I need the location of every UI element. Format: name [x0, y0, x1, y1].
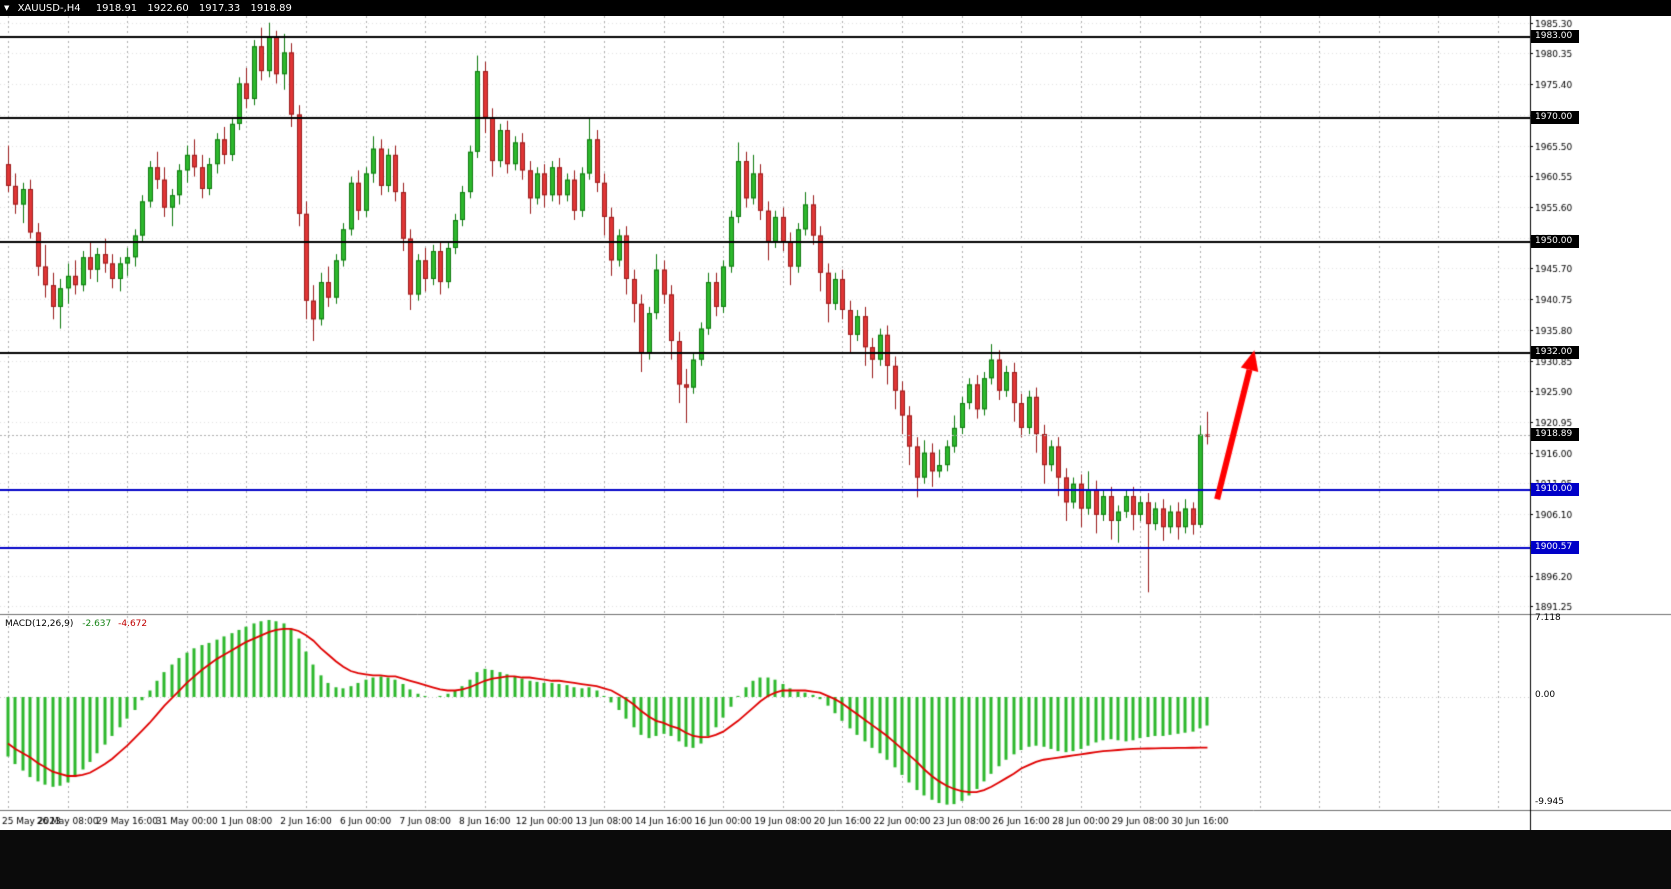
- ohlc-high-value: 1922.60: [147, 3, 189, 14]
- ohlc-open-value: 1918.91: [95, 3, 138, 14]
- macd-name-label: MACD(12,26,9): [5, 619, 74, 629]
- price-level-badge: 1900.57: [1531, 541, 1579, 555]
- bottom-filler-strip: [0, 830, 1671, 889]
- macd-scale-zero-label: 0.00: [1535, 690, 1556, 700]
- macd-main-value: -2.637: [82, 619, 112, 629]
- symbol-dropdown-icon[interactable]: ▼: [4, 4, 10, 12]
- current-price-badge: 1918.89: [1531, 427, 1579, 441]
- price-level-badge: 1983.00: [1531, 29, 1579, 43]
- macd-scale-max-label: 7.118: [1535, 613, 1561, 623]
- ohlc-close-value: 1918.89: [250, 3, 292, 14]
- macd-scale-min-label: -9.945: [1535, 797, 1565, 807]
- macd-indicator-label: MACD(12,26,9) -2.637 -4.672: [5, 619, 147, 629]
- ohlc-low-value: 1917.33: [198, 3, 241, 14]
- macd-signal-value: -4.672: [118, 619, 148, 629]
- chart-info-bar: ▼ XAUUSD-,H4 1918.91 1922.60 1917.33 191…: [0, 0, 1671, 16]
- price-level-badge: 1970.00: [1531, 110, 1579, 124]
- price-level-badge: 1950.00: [1531, 234, 1579, 248]
- price-level-badge: 1932.00: [1531, 346, 1579, 360]
- price-level-badge: 1910.00: [1531, 482, 1579, 496]
- symbol-timeframe-label: XAUUSD-,H4: [17, 3, 81, 14]
